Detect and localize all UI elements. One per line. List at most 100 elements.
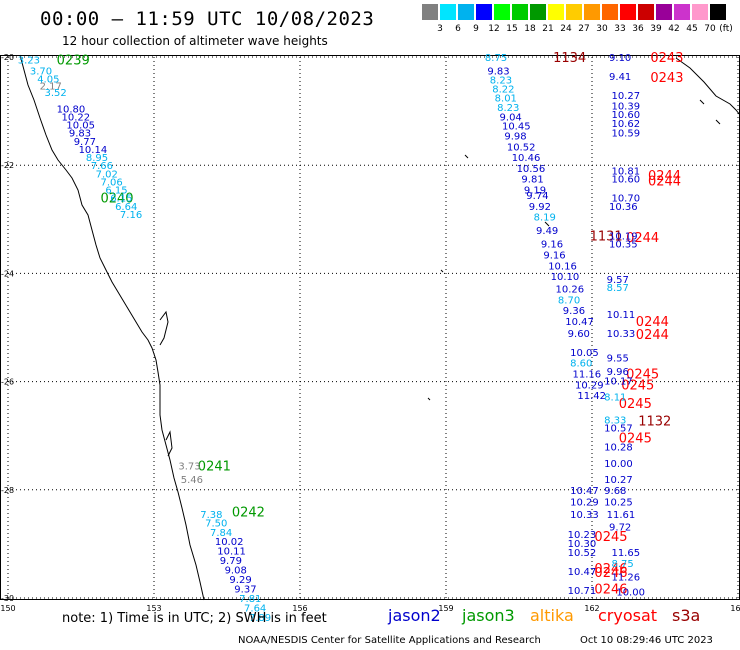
legend-swatch [602,4,618,20]
track-label: 0244 [626,231,659,246]
legend-swatch [620,4,636,20]
swh-value: 10.14 [79,145,108,156]
legend-swatch [458,4,474,20]
legend-swatch [422,4,438,20]
swh-value: 10.02 [215,537,244,548]
legend-label: 9 [473,24,479,34]
satellite-s3a: s3a [672,606,701,625]
swh-value: 10.70 [611,194,640,205]
legend-label: 42 [668,24,680,34]
swh-value: 8.95 [86,153,108,164]
swh-value: 10.46 [512,153,541,164]
swh-value: 9.19 [524,186,546,197]
swh-value: 9.98 [504,131,526,142]
track-label: 0244 [648,169,681,184]
legend-swatch [692,4,708,20]
swh-value: 10.29 [575,380,604,391]
timestamp: Oct 10 08:29:46 UTC 2023 [580,635,713,646]
track-label: 0243 [650,71,683,86]
swh-value: 7.02 [96,169,118,180]
swh-value: 10.80 [57,104,86,115]
legend-label: 27 [578,24,590,34]
swh-value: 10.60 [611,175,640,186]
swh-value: 8.57 [607,283,629,294]
swh-value: 10.35 [609,240,638,251]
page-subtitle: 12 hour collection of altimeter wave hei… [62,34,328,48]
lon-tick-label: 153 [146,604,161,613]
swh-value: 8.23 [490,76,512,87]
swh-value: 7.84 [210,528,232,539]
swh-value: 9.74 [526,191,548,202]
swh-value: 10.23 [568,530,597,541]
swh-value: 9.29 [229,575,251,586]
legend-label: 18 [524,24,536,34]
legend-swatch [656,4,672,20]
satellite-jason3: jason3 [462,606,515,625]
swh-value: 10.45 [502,122,531,133]
swh-value: 7.89 [249,613,271,624]
swh-value: 10.26 [556,285,585,296]
swh-value: 10.60 [611,110,640,121]
legend-label: 15 [506,24,518,34]
swh-value: 10.28 [604,443,633,454]
legend-swatch [584,4,600,20]
swh-value: 10.81 [611,167,640,178]
swh-value: 10.27 [611,91,640,102]
swh-value: 10.47 [568,567,597,578]
swh-value: 10.25 [604,498,633,509]
swh-value: 10.52 [568,548,597,559]
swh-value: 10.33 [607,329,636,340]
track-label: 0245 [626,367,659,382]
swh-value: 5.46 [181,475,203,486]
track-label: 0244 [636,328,669,343]
swh-value: 10.11 [607,310,636,321]
lat-tick-label: -22 [1,161,14,170]
swh-value: 7.64 [244,604,266,615]
track-label: 0244 [636,315,669,330]
swh-value: 9.37 [234,584,256,595]
lat-tick-label: -20 [1,53,14,62]
track-label: 0239 [57,54,90,69]
swh-value: 8.01 [495,94,517,105]
legend-label: 24 [560,24,572,34]
satellite-jason2: jason2 [388,606,441,625]
legend-swatch [494,4,510,20]
legend-label: 33 [614,24,626,34]
swh-value: 9.08 [225,565,247,576]
australia-coast [19,54,205,601]
swh-value: 9.36 [563,306,585,317]
swh-value: 7.81 [239,594,261,605]
legend-label: 21 [542,24,554,34]
swh-value: 10.52 [507,142,536,153]
lon-tick-label: 159 [438,604,453,613]
swh-value: 7.38 [200,510,222,521]
island-d [544,221,550,227]
swh-value: 10.71 [568,586,597,597]
swh-value: 9.57 [607,275,629,286]
legend-swatch [566,4,582,20]
legend-label: 36 [632,24,644,34]
swh-value: 9.81 [521,175,543,186]
swh-value: 9.55 [607,353,629,364]
satellite-altika: altika [530,606,574,625]
swh-value: 9.96 [607,367,629,378]
legend-swatch [674,4,690,20]
track-label: 0245 [619,397,652,412]
legend-label: 70 [704,24,716,34]
swh-value: 9.92 [529,202,551,213]
legend-swatch [530,4,546,20]
fraser-island [159,310,169,346]
track-label: 0240 [100,192,133,207]
lat-tick-label: -26 [1,378,14,387]
swh-value: 3.23 [18,56,40,67]
lon-tick-label: 150 [0,604,15,613]
swh-value: 10.47 [565,317,594,328]
swh-value: 10.10 [551,272,580,283]
swh-value: 9.04 [500,113,522,124]
lat-tick-label: -30 [1,594,14,603]
lon-tick-label: 165 [730,604,740,613]
swh-value: 10.16 [548,261,577,272]
swh-value: 10.22 [62,113,91,124]
swh-value: 9.77 [74,137,96,148]
